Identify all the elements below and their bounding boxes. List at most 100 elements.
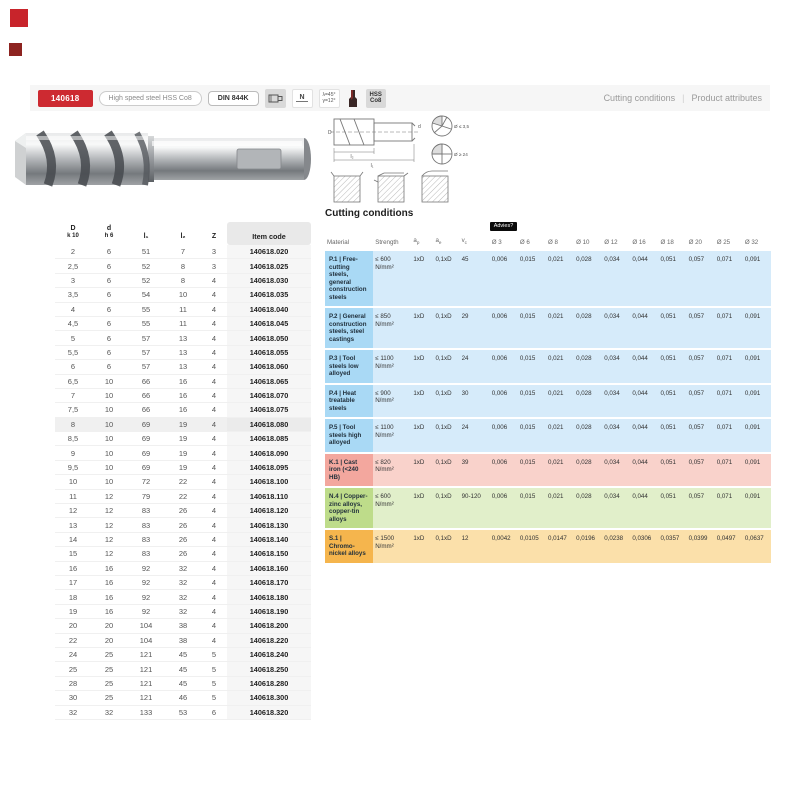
dimension-row[interactable]: 10 10 72 22 4 140618.100 xyxy=(55,474,311,490)
cc-value-cell: 0,021 xyxy=(545,418,575,454)
dimension-row[interactable]: 24 25 121 45 5 140618.240 xyxy=(55,647,311,663)
dimension-cell: 26 xyxy=(165,503,201,519)
dimension-cell: 4 xyxy=(201,345,227,361)
dimension-row[interactable]: 8 10 69 19 4 140618.080 xyxy=(55,417,311,433)
cc-column-header: vc xyxy=(460,235,490,251)
cc-value-cell: 45 xyxy=(459,251,490,309)
cc-value-cell: 0,0147 xyxy=(545,529,575,565)
cc-value-cell: 0,091 xyxy=(742,383,771,420)
cc-value-cell: 0,006 xyxy=(489,383,518,420)
dimension-row[interactable]: 16 16 92 32 4 140618.160 xyxy=(55,561,311,576)
dimension-cell: 11 xyxy=(165,316,201,332)
dimension-cell: 16 xyxy=(55,561,91,576)
dim-label-D: D xyxy=(328,130,332,136)
dimension-cell: 4 xyxy=(201,359,227,375)
cc-column-label: Ø 32 xyxy=(744,239,759,247)
item-code-cell: 140618.200 xyxy=(227,618,311,634)
cc-value-cell: 0,028 xyxy=(574,383,603,420)
corner-detail-drawings xyxy=(330,170,449,203)
dimension-row[interactable]: 22 20 104 38 4 140618.220 xyxy=(55,633,311,648)
cc-value-cell: 0,057 xyxy=(686,418,715,454)
dimension-cell: 57 xyxy=(127,345,165,361)
dimension-row[interactable]: 32 32 133 53 6 140618.320 xyxy=(55,705,311,720)
dimension-row[interactable]: 30 25 121 46 5 140618.300 xyxy=(55,690,311,706)
cc-value-cell: ≤ 1100 N/mm² xyxy=(373,418,412,454)
material-cell: P.1 | Free-cutting steels, general const… xyxy=(325,251,374,309)
dimension-row[interactable]: 6,5 10 66 16 4 140618.065 xyxy=(55,374,311,389)
dimension-cell: 6,5 xyxy=(55,374,91,389)
dimension-row[interactable]: 9,5 10 69 19 4 140618.095 xyxy=(55,460,311,476)
dim-label-l2: l₂ xyxy=(350,154,353,160)
dimension-cell: 10 xyxy=(165,287,201,303)
dimension-row[interactable]: 4 6 55 11 4 140618.040 xyxy=(55,302,311,317)
dimension-row[interactable]: 5 6 57 13 4 140618.050 xyxy=(55,330,311,346)
dimension-row[interactable]: 17 16 92 32 4 140618.170 xyxy=(55,575,311,591)
dimension-cell: 8,5 xyxy=(55,431,91,447)
cc-value-cell: 30 xyxy=(459,383,490,420)
dimension-cell: 6 xyxy=(91,302,127,317)
cross-section-small xyxy=(431,115,453,137)
end-mill-photo-render xyxy=(15,130,311,187)
item-code-cell: 140618.130 xyxy=(227,517,311,533)
dimension-cell: 25 xyxy=(91,676,127,692)
dimension-row[interactable]: 2,5 6 52 8 3 140618.025 xyxy=(55,258,311,274)
dimension-cell: 104 xyxy=(127,618,165,634)
dimension-cell: 4 xyxy=(201,273,227,289)
dimension-cell: 5 xyxy=(201,661,227,677)
cc-value-cell: 0,044 xyxy=(630,487,659,531)
dimension-row[interactable]: 19 16 92 32 4 140618.190 xyxy=(55,604,311,620)
dimension-cell: 22 xyxy=(165,489,201,505)
dimension-row[interactable]: 3 6 52 8 4 140618.030 xyxy=(55,273,311,289)
tolerance-label: N xyxy=(296,94,308,102)
dimension-row[interactable]: 15 12 83 26 4 140618.150 xyxy=(55,546,311,562)
dimension-row[interactable]: 3,5 6 54 10 4 140618.035 xyxy=(55,287,311,303)
dimension-row[interactable]: 4,5 6 55 11 4 140618.045 xyxy=(55,316,311,332)
dimension-row[interactable]: 5,5 6 57 13 4 140618.055 xyxy=(55,345,311,361)
dimension-row[interactable]: 11 12 79 22 4 140618.110 xyxy=(55,489,311,505)
dimension-cell: 38 xyxy=(165,633,201,648)
dimension-row[interactable]: 7 10 66 16 4 140618.070 xyxy=(55,388,311,404)
cc-value-cell: 0,071 xyxy=(714,418,743,454)
dimension-cell: 10 xyxy=(91,374,127,389)
dimension-cell: 4 xyxy=(201,546,227,562)
dimension-row[interactable]: 13 12 83 26 4 140618.130 xyxy=(55,517,311,533)
dimension-cell: 5 xyxy=(55,330,91,346)
dimension-row[interactable]: 18 16 92 32 4 140618.180 xyxy=(55,589,311,605)
dimension-row[interactable]: 2 6 51 7 3 140618.020 xyxy=(55,245,311,260)
dimension-row[interactable]: 12 12 83 26 4 140618.120 xyxy=(55,503,311,519)
cc-value-cell: 0,021 xyxy=(545,383,575,420)
dimension-row[interactable]: 9 10 69 19 4 140618.090 xyxy=(55,445,311,461)
shank-profile-icon xyxy=(264,88,286,108)
dimension-cell: 10 xyxy=(91,431,127,447)
product-attributes-link[interactable]: Product attributes xyxy=(691,93,762,103)
cc-value-cell: 0,006 xyxy=(489,418,518,454)
dimension-cell: 28 xyxy=(55,676,91,692)
cc-value-cell: 0,1xD xyxy=(433,251,460,309)
cc-value-cell: 0,0042 xyxy=(489,529,518,565)
cc-value-cell: ≤ 1500 N/mm² xyxy=(373,529,412,565)
cc-value-cell: 0,091 xyxy=(742,251,771,309)
dimension-cell: 9,5 xyxy=(55,460,91,476)
dimension-cell: 25 xyxy=(91,661,127,677)
dimension-row[interactable]: 25 25 121 45 5 140618.250 xyxy=(55,661,311,677)
cc-value-cell: 29 xyxy=(459,307,490,351)
cutting-conditions-link[interactable]: Cutting conditions xyxy=(603,93,676,103)
cutting-row: P.3 | Tool steels low alloyed ≤ 1100 N/mm… xyxy=(325,349,771,385)
dimension-row[interactable]: 14 12 83 26 4 140618.140 xyxy=(55,532,311,548)
cc-column-label: Ø 18 xyxy=(660,239,674,247)
dimension-row[interactable]: 6 6 57 13 4 140618.060 xyxy=(55,359,311,375)
dimension-cell: 6 xyxy=(91,316,127,332)
dimension-row[interactable]: 8,5 10 69 19 4 140618.085 xyxy=(55,431,311,447)
cc-value-cell: 0,051 xyxy=(658,452,687,489)
dimension-cell: 133 xyxy=(127,705,165,720)
dimension-row[interactable]: 28 25 121 45 5 140618.280 xyxy=(55,676,311,692)
technical-drawing: l₂ l₁ D d Ø ≤ 3,5 Ø ≥ 24 xyxy=(328,115,469,203)
dimension-cell: 51 xyxy=(127,245,165,260)
cc-value-cell: 0,021 xyxy=(545,251,575,309)
cc-value-cell: 0,091 xyxy=(742,452,771,489)
dimension-cell: 26 xyxy=(165,532,201,548)
dimension-row[interactable]: 7,5 10 66 16 4 140618.075 xyxy=(55,402,311,418)
dimension-cell: 69 xyxy=(127,460,165,476)
dimension-row[interactable]: 20 20 104 38 4 140618.200 xyxy=(55,618,311,634)
product-photo xyxy=(15,130,311,187)
